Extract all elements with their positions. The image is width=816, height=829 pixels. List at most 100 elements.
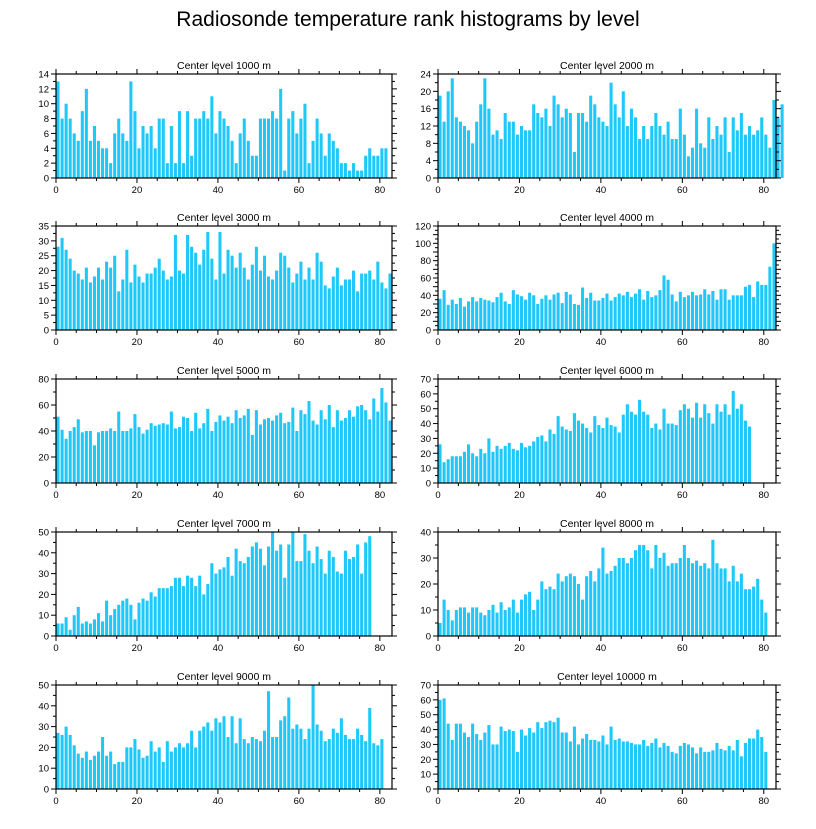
panel-2-bar (629, 108, 633, 178)
panel-2-bar (519, 126, 524, 178)
panel-7-bar (323, 573, 327, 636)
panel-2-bar (585, 121, 589, 178)
panel-10-bar (723, 750, 727, 789)
panel-5-bar (254, 410, 258, 483)
panel-9-bar (364, 741, 368, 789)
panel-8-ytick-label: 40 (420, 528, 431, 539)
panel-2-ytick-label: 24 (420, 70, 431, 81)
panel-7-title: Center level 7000 m (177, 518, 271, 530)
panel-7-bar (133, 619, 137, 636)
panel-5-title: Center level 5000 m (177, 365, 271, 377)
panel-4-bar (642, 299, 646, 330)
panel-5-bar (173, 428, 177, 483)
panel-9-bar (238, 718, 242, 789)
panel-8-bar (678, 558, 682, 636)
panel-10-bar (678, 745, 682, 789)
panel-3-bar (80, 279, 84, 330)
panel-10-bar (613, 739, 617, 789)
panel-4-bar (519, 296, 524, 330)
panel-9-bar (173, 747, 177, 789)
panel-1-ytick-label: 14 (38, 70, 49, 81)
panel-10-bar (735, 739, 739, 789)
panel-2-bar (654, 113, 658, 178)
panel-3-bar (279, 252, 283, 330)
panel-8-bar (629, 558, 633, 636)
panel-8-bar (625, 563, 629, 636)
panel-7-bar (157, 588, 161, 636)
panel-5-bar (105, 431, 109, 483)
panel-8-bar (438, 623, 442, 636)
panel-3-bar (206, 231, 210, 330)
panel-8-xtick-label: 80 (758, 643, 769, 654)
panel-10: Center level 10000 m 0 20 40 60 80 0 10 20 30 40 50… (420, 671, 781, 807)
panel-7-bar (356, 544, 360, 636)
panel-10-bar (487, 725, 491, 789)
panel-7-bar (206, 584, 210, 636)
panel-2-xtick-label: 80 (758, 185, 769, 196)
panel-3-bar (194, 252, 198, 330)
panel-4-bar (560, 303, 564, 330)
panel-1-bar (105, 148, 109, 178)
panel-3-bar (376, 261, 380, 330)
panel-3-bar (230, 255, 234, 330)
panel-10-bar (450, 739, 454, 789)
panel-5-bar (181, 416, 186, 483)
panel-6-bar (442, 462, 446, 483)
panel-4-bar (487, 300, 491, 330)
panel-2-bar (633, 117, 638, 178)
panel-5-bar (368, 419, 372, 483)
panel-2-bar (442, 121, 446, 178)
panel-7-bar (145, 600, 149, 636)
panel-4-bar (454, 304, 458, 330)
panel-5-bar (335, 410, 339, 483)
panel-1-bar (161, 118, 165, 178)
panel-2-bar (613, 104, 617, 178)
panel-8-bar (638, 545, 642, 636)
panel-8-bar (739, 573, 743, 636)
panel-6-bar (674, 425, 678, 483)
panel-2-bar (780, 104, 784, 178)
panel-3-bar (173, 234, 177, 330)
panel-6-bar (695, 402, 699, 483)
panel-3-title: Center level 3000 m (177, 212, 271, 224)
panel-2-bar (621, 91, 625, 178)
panel-6-bar (658, 429, 662, 483)
panel-9-bar (331, 728, 335, 789)
panel-10-bar (707, 751, 711, 789)
panel-5-bar (372, 398, 376, 483)
panel-3-xtick-label: 80 (375, 337, 386, 348)
panel-6-bar (686, 408, 690, 483)
panel-1-bar (335, 148, 339, 178)
panel-4-ytick-label: 120 (415, 222, 431, 233)
panel-5-bar (68, 431, 72, 483)
panel-5-bar (80, 432, 84, 483)
panel-6-bar (585, 428, 589, 483)
panel-3-bar (222, 273, 226, 330)
panel-6-ytick-label: 10 (420, 464, 431, 475)
panel-1-bar (177, 111, 181, 178)
panel-1-bar (238, 133, 242, 178)
panel-2-xtick-label: 0 (435, 185, 440, 196)
panel-9-bar (267, 691, 271, 789)
panel-1-bar (186, 111, 190, 178)
panel-1-bar (323, 155, 327, 178)
panel-7-bar (230, 575, 234, 636)
panel-4-bar (727, 299, 731, 330)
panel-6-ytick-label: 60 (420, 389, 431, 400)
panel-9-bar (307, 728, 311, 789)
panel-4-title: Center level 4000 m (560, 212, 654, 224)
panel-5-bar (149, 423, 153, 483)
panel-3-bar (295, 273, 299, 330)
panel-1-bar (271, 111, 275, 178)
panel-4-bar (438, 298, 442, 330)
panel-7-bar (335, 571, 339, 636)
panel-8-bar (670, 563, 674, 636)
panel-9-bar (64, 726, 68, 789)
panel-3-bar (117, 291, 121, 330)
panel-2-bar (605, 126, 609, 178)
panel-5-bar (157, 424, 161, 483)
panel-6-bar (715, 404, 719, 483)
panel-3-bar (190, 246, 194, 330)
panel-7-bar (84, 621, 88, 636)
panel-4-ytick-label: 80 (420, 256, 431, 267)
